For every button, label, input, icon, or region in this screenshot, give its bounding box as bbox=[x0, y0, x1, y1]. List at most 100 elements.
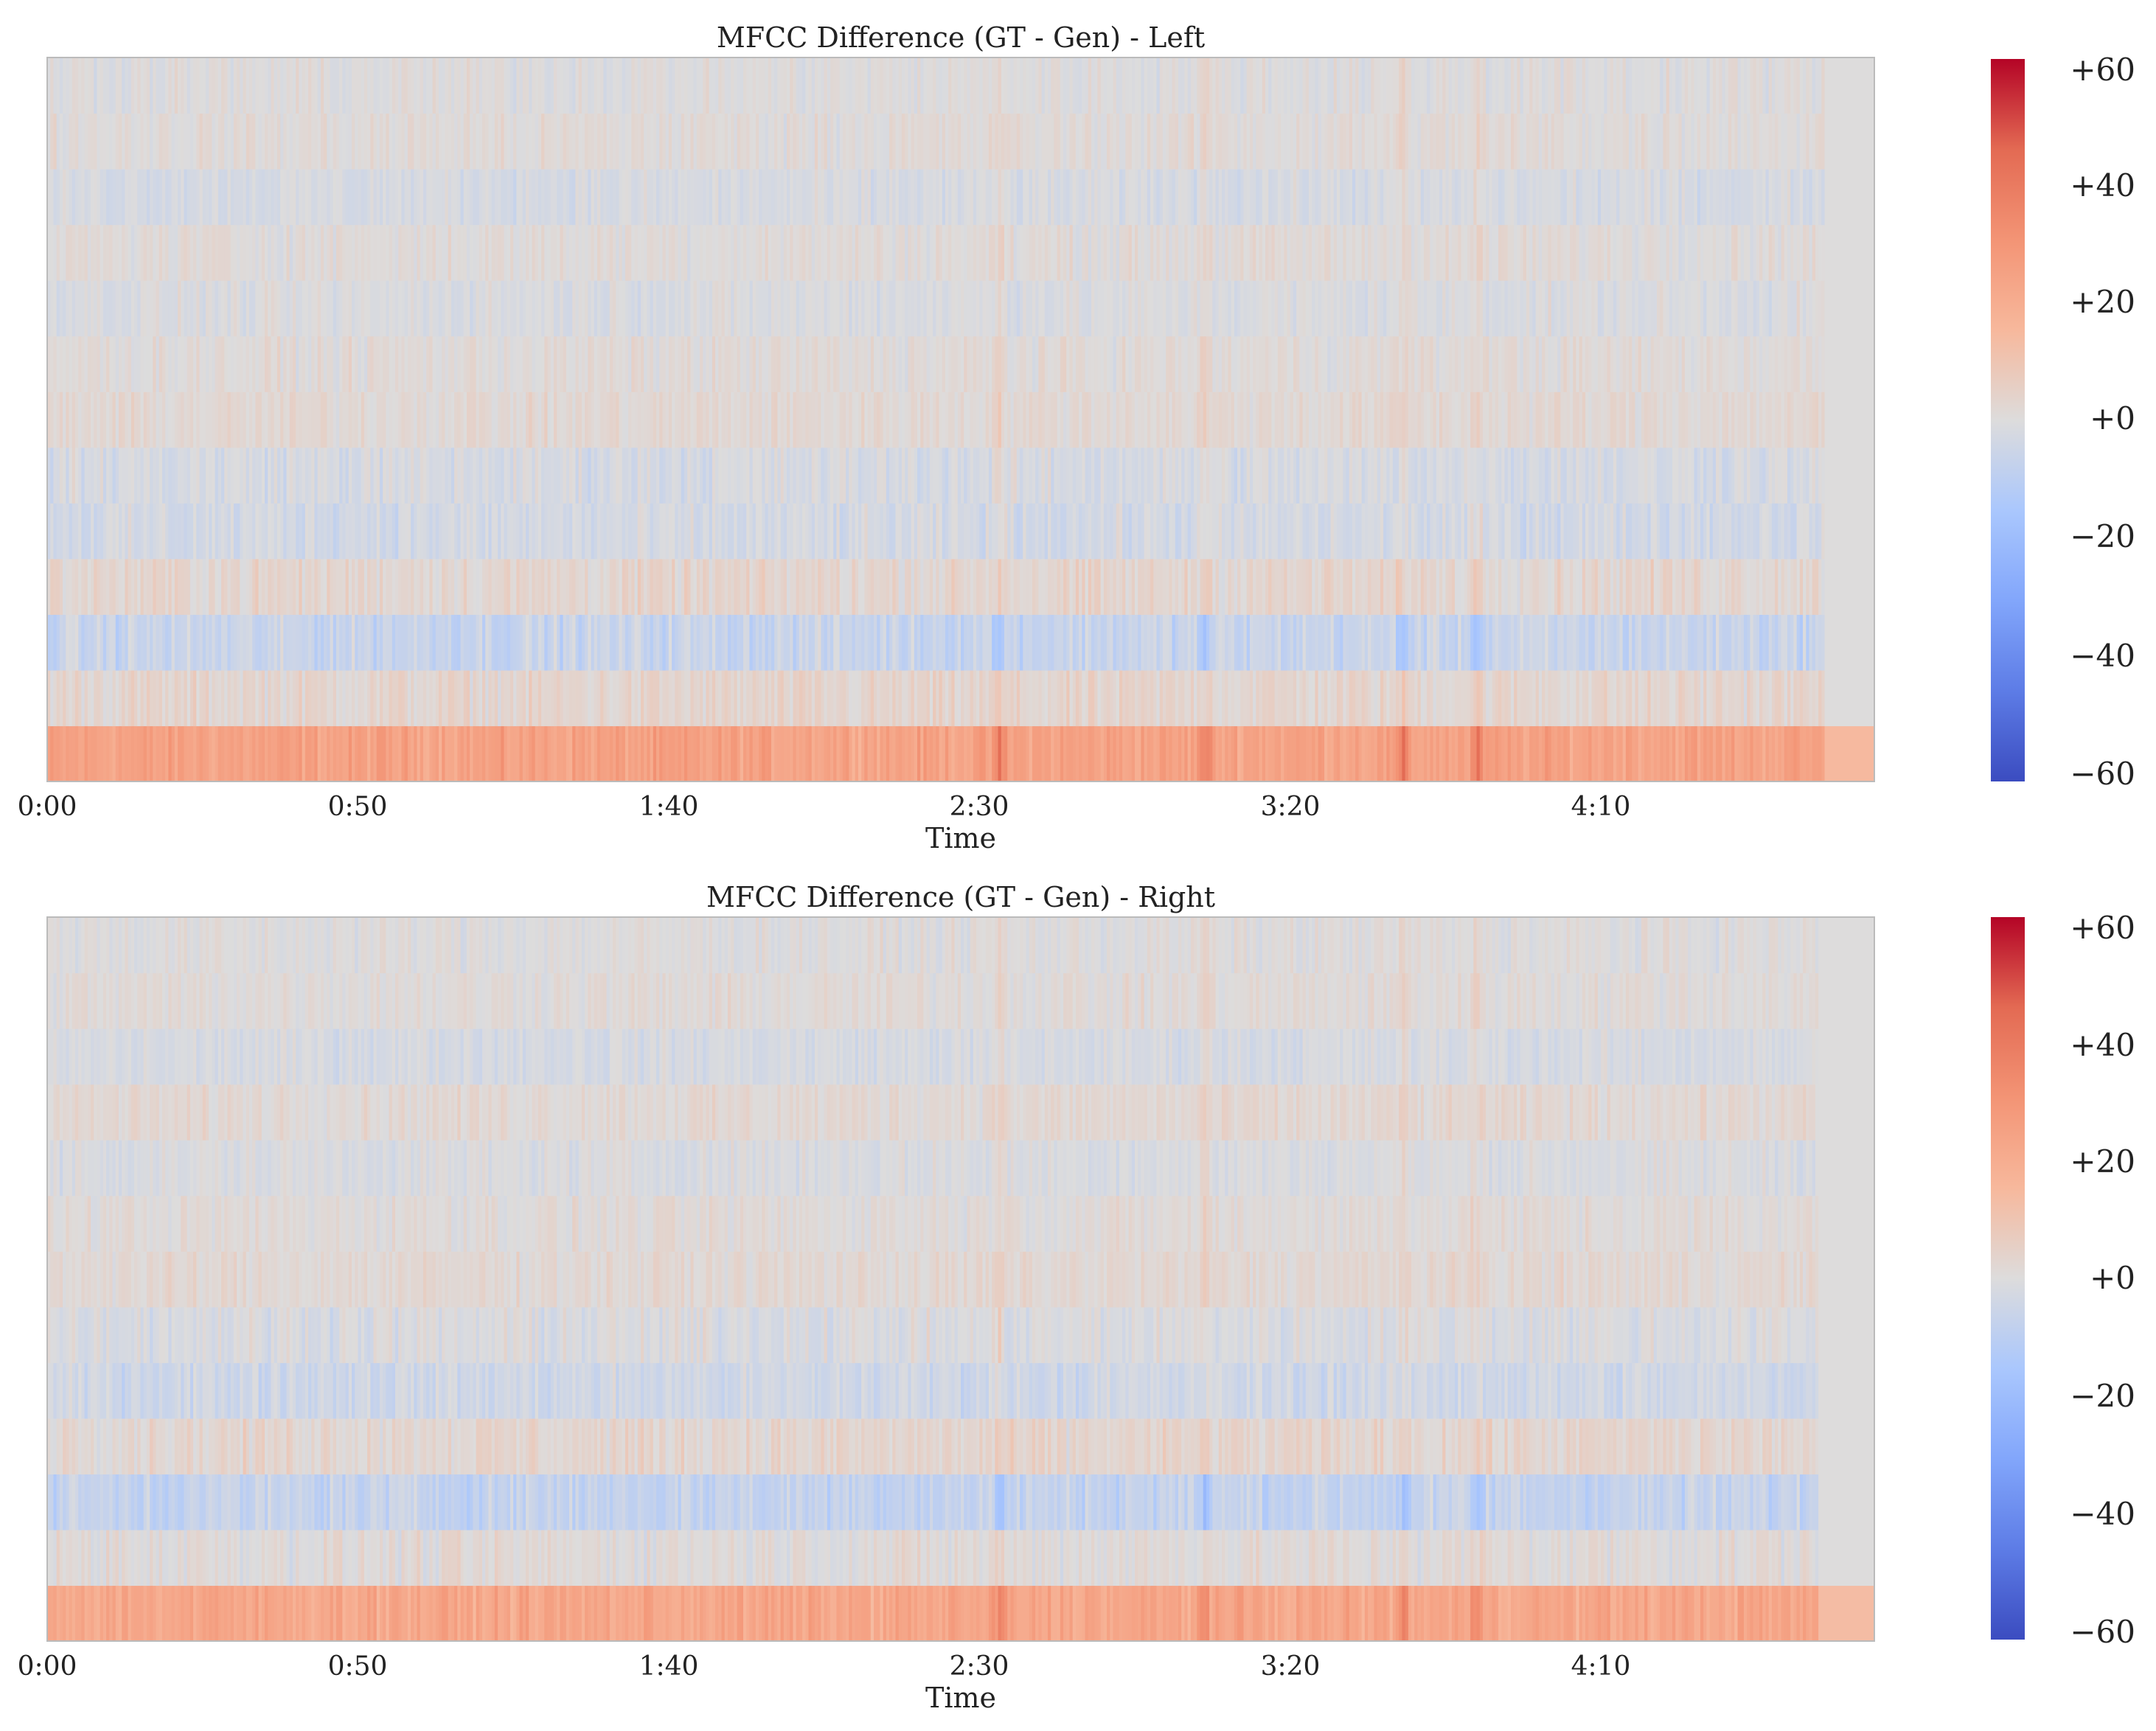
heatmap-cell bbox=[118, 335, 122, 392]
heatmap-cell bbox=[439, 335, 442, 392]
heatmap-cell bbox=[939, 391, 943, 448]
heatmap-cell bbox=[143, 669, 147, 727]
heatmap-cell bbox=[174, 669, 178, 727]
heatmap-cell bbox=[87, 558, 91, 615]
heatmap-cell bbox=[1091, 614, 1095, 671]
heatmap-cell bbox=[335, 614, 340, 671]
heatmap-cell bbox=[1262, 447, 1266, 504]
heatmap-cell bbox=[951, 669, 956, 727]
heatmap-cell bbox=[1445, 391, 1450, 448]
heatmap-cell bbox=[588, 725, 592, 782]
heatmap-cell bbox=[659, 391, 664, 448]
heatmap-cell bbox=[218, 725, 222, 782]
heatmap-cell bbox=[320, 614, 324, 671]
heatmap-cell bbox=[156, 725, 160, 782]
heatmap-cell bbox=[855, 558, 859, 615]
heatmap-cell bbox=[1113, 725, 1117, 782]
heatmap-cell bbox=[594, 280, 598, 337]
heatmap-cell bbox=[1038, 335, 1043, 392]
heatmap-cell bbox=[1445, 614, 1450, 671]
heatmap-cell bbox=[1153, 614, 1158, 671]
heatmap-cell bbox=[1809, 447, 1813, 504]
heatmap-cell bbox=[1737, 503, 1742, 560]
heatmap-cell bbox=[1470, 614, 1474, 671]
heatmap-cell bbox=[1225, 335, 1229, 392]
heatmap-cell bbox=[1110, 614, 1114, 671]
heatmap-cell bbox=[414, 669, 418, 727]
heatmap-cell bbox=[976, 447, 980, 504]
heatmap-cell bbox=[460, 447, 465, 504]
heatmap-cell bbox=[74, 447, 79, 504]
heatmap-cell bbox=[1091, 503, 1095, 560]
heatmap-cell bbox=[411, 335, 414, 392]
heatmap-cell bbox=[905, 447, 908, 504]
heatmap-cell bbox=[150, 669, 153, 727]
heatmap-cell bbox=[1020, 447, 1023, 504]
heatmap-cell bbox=[1420, 614, 1425, 671]
heatmap-cell bbox=[1663, 503, 1667, 560]
heatmap-cell bbox=[367, 725, 371, 782]
heatmap-cell bbox=[1644, 391, 1648, 448]
heatmap-cell bbox=[1803, 725, 1806, 782]
heatmap-cell bbox=[386, 725, 390, 782]
heatmap-cell bbox=[1486, 503, 1490, 560]
heatmap-cell bbox=[731, 503, 734, 560]
heatmap-cell bbox=[982, 669, 987, 727]
heatmap-cell bbox=[1181, 280, 1186, 337]
heatmap-cell bbox=[1430, 669, 1434, 727]
heatmap-cell bbox=[867, 503, 872, 560]
heatmap-cell bbox=[442, 614, 446, 671]
heatmap-cell bbox=[724, 280, 728, 337]
heatmap-cell bbox=[1663, 725, 1667, 782]
heatmap-cell bbox=[66, 725, 70, 782]
chart-title: MFCC Difference (GT - Gen) - Left bbox=[717, 21, 1205, 54]
heatmap-cell bbox=[1340, 725, 1343, 782]
heatmap-cell bbox=[787, 725, 790, 782]
heatmap-cell bbox=[622, 391, 626, 448]
heatmap-cell bbox=[1069, 280, 1074, 337]
heatmap-cell bbox=[454, 447, 458, 504]
heatmap-cell bbox=[1691, 669, 1695, 727]
heatmap-cell bbox=[1318, 725, 1322, 782]
heatmap-cell bbox=[1706, 335, 1711, 392]
heatmap-cell bbox=[420, 391, 424, 448]
heatmap-cell bbox=[305, 669, 309, 727]
heatmap-cell bbox=[619, 335, 623, 392]
heatmap-cell bbox=[951, 447, 956, 504]
heatmap-cell bbox=[783, 447, 787, 504]
heatmap-cell bbox=[274, 725, 278, 782]
heatmap-cell bbox=[199, 447, 204, 504]
heatmap-cell bbox=[78, 669, 82, 727]
heatmap-cell bbox=[1253, 558, 1256, 615]
heatmap-cell bbox=[693, 335, 698, 392]
heatmap-cell bbox=[1492, 447, 1496, 504]
heatmap-cell bbox=[908, 503, 912, 560]
heatmap-cell bbox=[1799, 503, 1804, 560]
heatmap-cell bbox=[476, 280, 480, 337]
heatmap-cell bbox=[1016, 725, 1020, 782]
heatmap-cell bbox=[1392, 335, 1397, 392]
heatmap-cell bbox=[463, 558, 467, 615]
heatmap-cell bbox=[498, 669, 501, 727]
heatmap-cell bbox=[277, 725, 281, 782]
heatmap-cell bbox=[1647, 447, 1652, 504]
heatmap-cell bbox=[1712, 447, 1717, 504]
heatmap-cell bbox=[1318, 503, 1322, 560]
heatmap-cell bbox=[678, 558, 682, 615]
heatmap-cell bbox=[181, 503, 185, 560]
heatmap-cell bbox=[1110, 335, 1114, 392]
heatmap-cell bbox=[118, 447, 122, 504]
heatmap-cell bbox=[184, 391, 188, 448]
heatmap-cell bbox=[1495, 558, 1499, 615]
heatmap-cell bbox=[631, 335, 636, 392]
heatmap-cell bbox=[296, 391, 299, 448]
heatmap-cell bbox=[1023, 614, 1027, 671]
heatmap-cell bbox=[1197, 669, 1201, 727]
heatmap-cell bbox=[914, 503, 918, 560]
heatmap-cell bbox=[69, 280, 73, 337]
heatmap-cell bbox=[1731, 558, 1735, 615]
heatmap-cell bbox=[1479, 447, 1484, 504]
heatmap-cell bbox=[1016, 503, 1020, 560]
heatmap-cell bbox=[100, 447, 104, 504]
heatmap-cell bbox=[979, 614, 984, 671]
